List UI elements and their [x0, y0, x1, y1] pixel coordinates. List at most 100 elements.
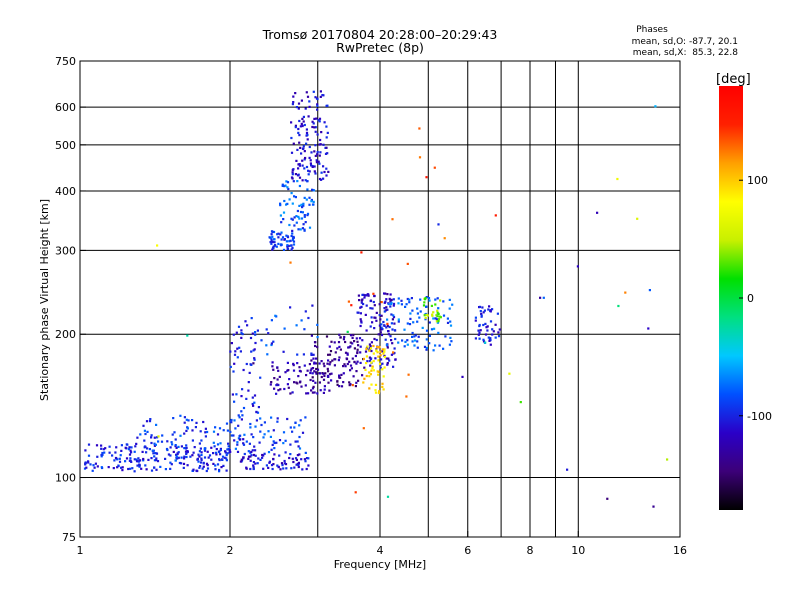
- data-point: [369, 364, 372, 367]
- y-axis-label: Stationary phase Virtual Height [km]: [38, 199, 51, 401]
- data-point: [360, 305, 363, 308]
- data-point: [338, 345, 341, 348]
- data-point: [316, 323, 319, 326]
- data-point: [251, 402, 254, 406]
- data-point: [394, 358, 397, 361]
- data-point: [297, 228, 300, 231]
- data-point: [389, 302, 393, 306]
- data-point: [267, 451, 271, 454]
- data-point: [185, 418, 188, 421]
- data-point: [359, 324, 362, 328]
- data-point: [148, 420, 152, 423]
- data-point: [419, 298, 422, 301]
- data-point: [327, 359, 330, 362]
- data-point: [448, 343, 451, 346]
- data-point: [124, 446, 127, 449]
- data-point: [310, 151, 313, 154]
- data-point: [247, 389, 250, 392]
- data-point: [315, 117, 318, 120]
- data-point: [322, 143, 325, 146]
- data-point: [298, 381, 302, 384]
- data-point: [279, 202, 282, 205]
- data-point: [164, 468, 167, 471]
- data-point: [147, 458, 150, 461]
- data-point: [262, 436, 265, 439]
- data-point: [304, 107, 307, 110]
- data-point: [304, 179, 307, 182]
- data-point: [330, 379, 333, 382]
- data-point: [300, 122, 303, 125]
- data-point: [478, 331, 481, 334]
- data-point: [382, 320, 385, 324]
- data-point: [300, 99, 303, 102]
- data-point: [316, 153, 319, 156]
- data-point: [374, 389, 377, 392]
- data-point: [228, 449, 231, 452]
- data-point: [383, 301, 386, 304]
- data-point: [303, 196, 306, 199]
- data-point: [481, 306, 484, 309]
- data-point: [372, 300, 375, 304]
- data-point: [252, 436, 255, 439]
- data-point: [596, 211, 599, 214]
- data-point: [84, 463, 87, 466]
- data-point: [230, 418, 233, 422]
- data-point: [214, 451, 218, 454]
- data-point: [411, 309, 414, 312]
- data-point: [140, 467, 143, 470]
- data-point: [436, 297, 439, 300]
- data-point: [412, 321, 415, 324]
- data-point: [305, 374, 308, 377]
- data-point: [403, 328, 406, 331]
- data-point: [365, 355, 368, 358]
- data-point: [171, 433, 174, 436]
- data-point: [311, 372, 314, 375]
- data-point: [636, 217, 639, 220]
- x-tick-label: 8: [527, 544, 534, 557]
- data-point: [316, 97, 319, 101]
- data-point: [218, 470, 221, 473]
- data-point: [302, 353, 305, 356]
- data-point: [270, 342, 273, 345]
- data-point: [270, 233, 273, 236]
- data-point: [344, 365, 347, 368]
- data-point: [378, 314, 381, 317]
- data-point: [357, 344, 360, 347]
- data-point: [391, 318, 394, 321]
- data-point: [101, 453, 104, 456]
- data-point: [222, 429, 225, 432]
- data-point: [279, 214, 282, 217]
- data-point: [276, 233, 279, 236]
- data-point: [318, 154, 321, 157]
- data-point: [388, 297, 391, 300]
- data-point: [434, 344, 437, 347]
- data-point: [394, 337, 397, 341]
- data-point: [204, 431, 207, 434]
- data-point: [430, 328, 434, 331]
- data-point: [279, 468, 282, 471]
- data-point: [312, 379, 315, 382]
- data-point: [353, 347, 356, 350]
- data-point: [442, 347, 445, 350]
- data-point: [305, 165, 309, 169]
- data-point: [322, 362, 325, 365]
- data-point: [397, 320, 400, 323]
- data-point: [647, 327, 650, 330]
- data-point: [388, 359, 391, 362]
- data-point: [320, 375, 323, 379]
- data-point: [391, 218, 394, 221]
- data-point: [252, 464, 255, 467]
- data-point: [92, 464, 95, 467]
- data-point: [285, 234, 288, 237]
- data-point: [357, 294, 360, 297]
- data-point: [328, 353, 332, 356]
- data-point: [325, 104, 328, 107]
- data-point: [346, 353, 349, 356]
- data-point: [303, 215, 306, 218]
- data-point: [255, 419, 258, 422]
- data-point: [310, 389, 313, 392]
- data-point: [372, 352, 375, 355]
- data-point: [437, 307, 440, 310]
- data-point: [260, 339, 263, 342]
- data-point: [290, 467, 293, 470]
